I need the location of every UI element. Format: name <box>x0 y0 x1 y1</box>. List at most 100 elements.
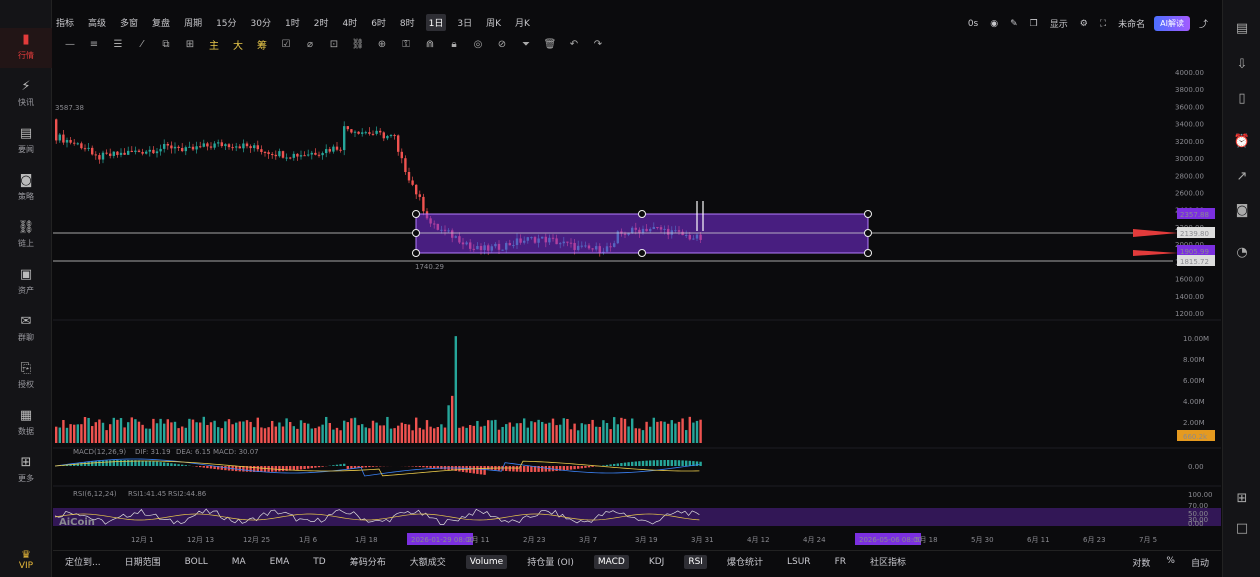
zone-handle[interactable] <box>864 249 872 257</box>
volume-bar[interactable] <box>447 405 450 443</box>
volume-bar[interactable] <box>483 425 486 443</box>
toolbar-item-11[interactable]: 8时 <box>399 18 415 29</box>
volume-bar[interactable] <box>433 428 436 443</box>
volume-bar[interactable] <box>508 422 511 443</box>
candle-body[interactable] <box>292 153 295 158</box>
volume-bar[interactable] <box>191 419 195 443</box>
redo-icon[interactable]: ↷ <box>593 38 603 50</box>
volume-bar[interactable] <box>235 422 238 443</box>
toolbar-item-12[interactable]: 1日 <box>425 13 447 31</box>
copy-icon[interactable]: ❐ <box>1029 18 1038 29</box>
volume-bar[interactable] <box>141 424 144 443</box>
candle-body[interactable] <box>224 144 227 147</box>
zone-handle[interactable] <box>864 210 872 218</box>
volume-bar[interactable] <box>519 423 522 443</box>
erase-icon[interactable]: ⌀ <box>306 38 314 50</box>
volume-bar[interactable] <box>339 430 342 443</box>
volume-bar[interactable] <box>91 426 94 443</box>
volume-bar[interactable] <box>357 425 360 443</box>
volume-bar[interactable] <box>328 423 331 443</box>
candle-body[interactable] <box>119 152 123 155</box>
check-icon[interactable]: ☑ <box>281 38 291 50</box>
volume-bar[interactable] <box>249 421 252 443</box>
toolbar-item-1[interactable]: 高级 <box>88 18 107 29</box>
candle-body[interactable] <box>353 131 357 133</box>
volume-bar[interactable] <box>364 427 367 443</box>
volume-bar[interactable] <box>155 423 159 443</box>
volume-bar[interactable] <box>188 418 191 443</box>
volume-bar[interactable] <box>332 429 335 443</box>
candle-body[interactable] <box>148 149 151 152</box>
toolbar-item-15[interactable]: 月K <box>515 18 530 29</box>
candle-body[interactable] <box>245 143 249 147</box>
volume-bar[interactable] <box>119 418 123 443</box>
candle-body[interactable] <box>80 143 83 149</box>
toolbar-item-13[interactable]: 3日 <box>457 18 473 29</box>
indicator-item-13[interactable]: 爆仓统计 <box>726 558 763 568</box>
fullscreen-icon[interactable]: ⛶ <box>1099 18 1107 29</box>
volume-bar[interactable] <box>281 426 285 443</box>
toolbar-item-10[interactable]: 6时 <box>371 18 386 29</box>
volume-bar[interactable] <box>692 422 695 443</box>
volume-bar[interactable] <box>278 422 281 443</box>
volume-bar[interactable] <box>418 427 421 443</box>
volume-bar[interactable] <box>238 421 241 443</box>
volume-bar[interactable] <box>652 417 655 443</box>
volume-bar[interactable] <box>123 427 126 443</box>
volume-bar[interactable] <box>584 424 587 443</box>
candle-body[interactable] <box>217 142 220 144</box>
candle-body[interactable] <box>137 150 141 152</box>
candle-body[interactable] <box>382 132 385 139</box>
volume-bar[interactable] <box>361 424 364 443</box>
volume-bar[interactable] <box>458 427 461 443</box>
volume-bar[interactable] <box>440 424 443 443</box>
candle-body[interactable] <box>184 147 187 152</box>
volume-bar[interactable] <box>152 418 155 443</box>
volume-bar[interactable] <box>415 417 418 443</box>
candle-body[interactable] <box>256 145 259 150</box>
speed-icon[interactable]: ◔ <box>1236 245 1248 260</box>
candle-body[interactable] <box>163 143 166 149</box>
share-icon[interactable]: ⤴ <box>1198 20 1208 30</box>
volume-bar[interactable] <box>321 424 324 443</box>
toolbar-item-2[interactable]: 多窗 <box>120 18 139 29</box>
volume-bar[interactable] <box>213 420 216 443</box>
volume-bar[interactable] <box>299 420 303 443</box>
candle-body[interactable] <box>109 153 112 156</box>
indicator-item-2[interactable]: BOLL <box>184 556 208 567</box>
candle-body[interactable] <box>364 132 367 134</box>
candle-body[interactable] <box>173 146 177 149</box>
undo-icon[interactable]: ↶ <box>569 38 579 50</box>
candle-body[interactable] <box>325 149 328 154</box>
indicator-item-8[interactable]: Volume <box>465 554 508 569</box>
hline-tool-icon[interactable]: ≡ <box>89 38 99 50</box>
volume-bar[interactable] <box>271 420 274 443</box>
volume-bar[interactable] <box>479 426 483 443</box>
volume-bar[interactable] <box>490 420 493 443</box>
volume-bar[interactable] <box>631 418 634 443</box>
candle-body[interactable] <box>91 147 94 155</box>
volume-bar[interactable] <box>231 424 234 443</box>
candle-body[interactable] <box>260 149 263 152</box>
volume-bar[interactable] <box>206 424 209 443</box>
volume-bar[interactable] <box>681 418 684 443</box>
scale-option-0[interactable]: 对数 <box>1132 559 1151 569</box>
candle-body[interactable] <box>177 146 180 148</box>
candle-body[interactable] <box>415 184 418 195</box>
volume-bar[interactable] <box>371 420 375 443</box>
volume-bar[interactable] <box>422 429 425 443</box>
volume-bar[interactable] <box>577 430 580 443</box>
volume-bar[interactable] <box>699 419 702 443</box>
lock-drawing-icon[interactable]: 🔒︎ <box>451 38 457 50</box>
bookmark-icon[interactable]: ▯ <box>1238 91 1246 106</box>
indicator-item-1[interactable]: 日期范围 <box>124 558 161 568</box>
zone-handle[interactable] <box>412 229 420 237</box>
candle-body[interactable] <box>422 196 425 212</box>
volume-bar[interactable] <box>87 417 90 443</box>
hide-icon[interactable]: ◎ <box>473 38 483 50</box>
candle-body[interactable] <box>58 134 61 141</box>
candle-body[interactable] <box>130 150 133 152</box>
volume-bar[interactable] <box>65 427 69 443</box>
candle-body[interactable] <box>368 132 371 134</box>
volume-bar[interactable] <box>559 424 562 443</box>
